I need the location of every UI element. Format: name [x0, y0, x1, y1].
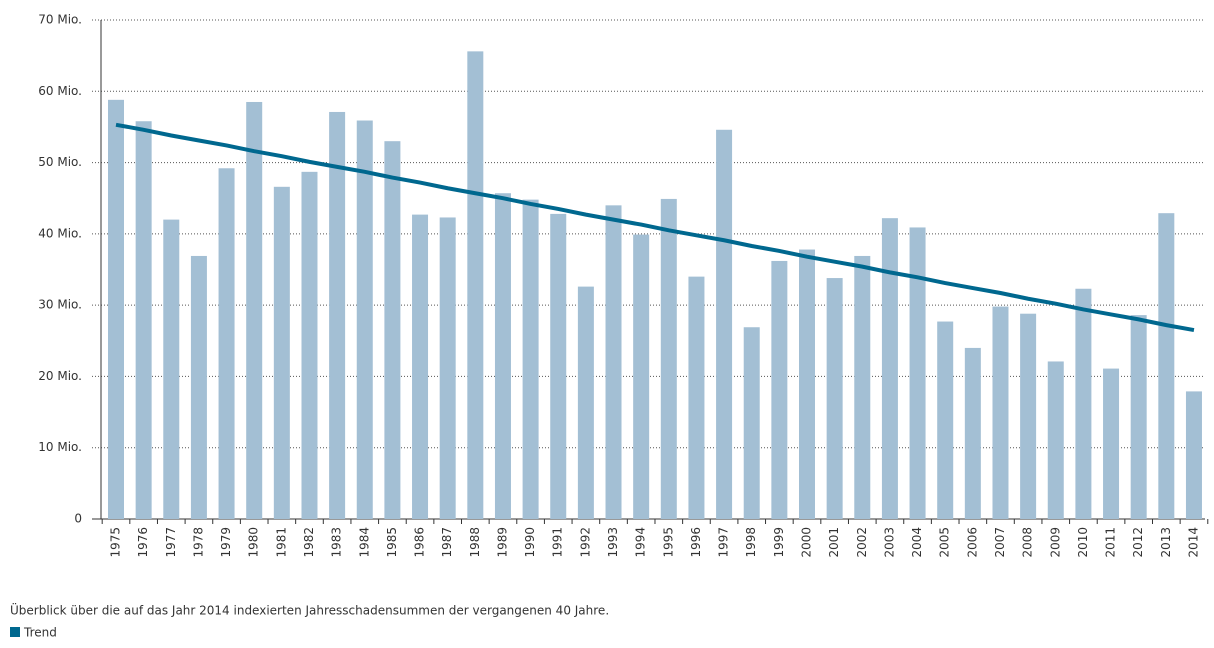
bar	[1075, 288, 1092, 519]
y-tick-label: 60 Mio.	[38, 84, 82, 98]
bar	[688, 276, 705, 519]
y-tick-label: 70 Mio.	[38, 13, 82, 27]
bar	[273, 186, 290, 519]
x-tick-label: 1998	[744, 527, 758, 558]
bar	[799, 249, 815, 520]
bar	[108, 99, 124, 519]
bar	[577, 286, 594, 519]
legend-swatch	[10, 627, 20, 637]
legend-label: Trend	[23, 626, 57, 640]
bar	[1158, 213, 1175, 520]
x-tick-label: 2014	[1186, 527, 1200, 558]
x-tick-label: 2013	[1159, 527, 1173, 558]
x-tick-label: 1985	[385, 527, 399, 558]
bar	[771, 260, 788, 519]
bar	[964, 347, 981, 519]
bar	[384, 141, 401, 519]
bar	[301, 171, 318, 520]
x-tick-label: 1992	[578, 527, 592, 558]
y-tick-label: 50 Mio.	[38, 155, 82, 169]
x-tick-label: 2005	[938, 527, 952, 558]
bar	[854, 255, 871, 519]
x-tick-label: 2009	[1048, 527, 1062, 558]
x-tick-label: 1995	[661, 527, 675, 558]
bar	[1130, 315, 1147, 519]
x-tick-label: 1991	[551, 527, 565, 558]
bar	[329, 111, 346, 520]
bar	[246, 101, 263, 519]
x-tick-label: 1999	[772, 527, 786, 558]
bar	[881, 218, 898, 519]
bar	[909, 227, 926, 520]
bar	[605, 205, 622, 520]
x-tick-label: 2001	[827, 527, 841, 558]
bar	[937, 321, 954, 519]
trend-line	[115, 122, 1195, 333]
caption: Überblick über die auf das Jahr 2014 ind…	[10, 602, 609, 618]
bar	[660, 198, 677, 520]
bar	[992, 306, 1009, 519]
y-tick-label: 30 Mio.	[38, 298, 82, 312]
x-tick-label: 1977	[164, 527, 178, 558]
x-tick-label: 1975	[109, 527, 123, 558]
x-tick-label: 1989	[495, 527, 509, 558]
y-tick-label: 10 Mio.	[38, 440, 82, 454]
x-tick-label: 1983	[330, 527, 344, 558]
x-tick-label: 1996	[689, 527, 703, 558]
x-tick-label: 1979	[219, 527, 233, 558]
bar	[412, 214, 429, 520]
x-tick-label: 2006	[965, 527, 979, 558]
x-tick-label: 2002	[855, 527, 869, 558]
x-tick-label: 2008	[1021, 527, 1035, 558]
x-tick-label: 1978	[191, 527, 205, 558]
bar	[1103, 368, 1120, 519]
x-tick-label: 1990	[523, 527, 537, 558]
bar	[190, 255, 207, 519]
x-tick-label: 2012	[1131, 527, 1145, 558]
bar	[633, 234, 650, 519]
x-tick-label: 1987	[440, 527, 454, 558]
bar	[467, 51, 484, 519]
bar	[522, 199, 539, 519]
x-tick-label: 1993	[606, 527, 620, 558]
bar	[1020, 313, 1037, 519]
y-tick-label: 40 Mio.	[38, 226, 82, 240]
bar	[356, 120, 373, 520]
bar	[716, 129, 733, 519]
bar	[135, 121, 152, 520]
bar	[550, 213, 567, 519]
bar	[826, 278, 843, 519]
y-tick-label: 0	[74, 512, 82, 526]
x-tick-label: 1984	[357, 527, 371, 558]
x-tick-label: 1994	[634, 527, 648, 558]
x-tick-label: 2003	[882, 527, 896, 558]
x-tick-label: 1982	[302, 527, 316, 558]
bar	[1185, 391, 1202, 519]
x-tick-label: 1976	[136, 527, 150, 558]
y-tick-label: 20 Mio.	[38, 369, 82, 383]
bar	[439, 217, 456, 519]
bar	[1047, 361, 1064, 519]
bar	[218, 168, 235, 519]
x-tick-label: 2010	[1076, 527, 1090, 558]
bar	[163, 219, 180, 519]
x-tick-label: 2007	[993, 527, 1007, 558]
x-tick-label: 1981	[274, 527, 288, 558]
bar	[743, 327, 760, 519]
x-tick-label: 2011	[1104, 527, 1118, 558]
bar	[494, 193, 511, 519]
x-tick-label: 1997	[717, 527, 731, 558]
x-tick-label: 1988	[468, 527, 482, 558]
x-tick-label: 1980	[247, 527, 261, 558]
x-tick-label: 2000	[800, 527, 814, 558]
x-tick-label: 2004	[910, 527, 924, 558]
x-tick-label: 1986	[413, 527, 427, 558]
